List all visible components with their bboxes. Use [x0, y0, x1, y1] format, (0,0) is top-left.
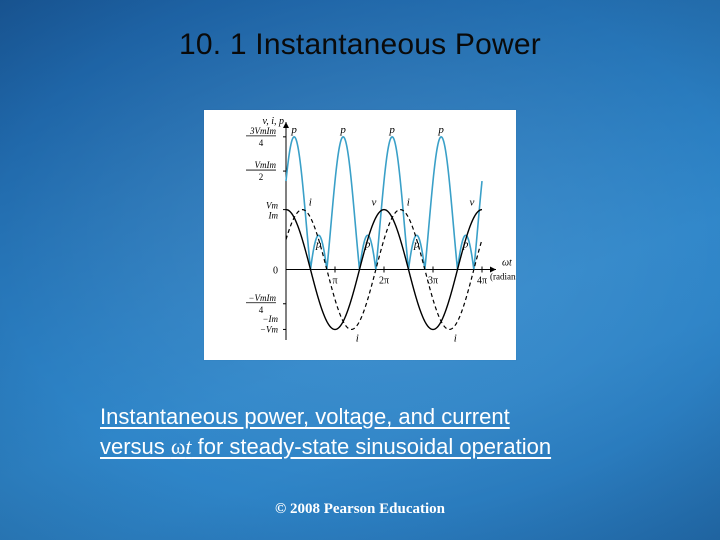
svg-text:p: p — [462, 238, 469, 250]
svg-text:2π: 2π — [379, 276, 389, 287]
figure-svg: π2π3π4π0ωt(radians)v, i, p3VmIm4VmIm2VmI… — [204, 110, 516, 360]
svg-text:p: p — [290, 124, 297, 136]
caption-line2-prefix: versus — [100, 434, 171, 459]
svg-text:ωt: ωt — [502, 258, 512, 269]
svg-text:3π: 3π — [428, 276, 438, 287]
svg-text:−Im: −Im — [262, 314, 278, 324]
svg-text:p: p — [339, 124, 346, 136]
svg-text:4: 4 — [259, 138, 264, 148]
svg-text:i: i — [309, 197, 312, 209]
svg-text:4π: 4π — [477, 276, 487, 287]
svg-text:2: 2 — [259, 172, 264, 182]
svg-text:π: π — [332, 276, 337, 287]
svg-text:p: p — [364, 238, 371, 250]
svg-text:0: 0 — [273, 266, 278, 277]
svg-text:p: p — [315, 238, 322, 250]
copyright-text: © 2008 Pearson Education — [0, 501, 720, 518]
caption-line1: Instantaneous power, voltage, and curren… — [100, 404, 510, 429]
figure-box: π2π3π4π0ωt(radians)v, i, p3VmIm4VmIm2VmI… — [204, 110, 516, 360]
svg-text:p: p — [413, 238, 420, 250]
svg-text:v: v — [470, 197, 475, 209]
caption-omega: ω — [171, 434, 185, 459]
svg-text:p: p — [388, 124, 395, 136]
caption-line2-suffix: for steady-state sinusoidal operation — [192, 434, 552, 459]
svg-text:i: i — [454, 332, 457, 344]
svg-text:Vm: Vm — [266, 201, 278, 211]
slide-root: 10. 1 Instantaneous Power π 2π 3π 4π 0 ωt (rad… — [0, 0, 720, 540]
slide-title: 10. 1 Instantaneous Power — [0, 28, 720, 62]
svg-text:Im: Im — [268, 211, 279, 221]
svg-text:i: i — [407, 197, 410, 209]
svg-text:v: v — [372, 197, 377, 209]
svg-text:−VmIm: −VmIm — [248, 293, 276, 303]
svg-text:i: i — [356, 332, 359, 344]
svg-text:−Vm: −Vm — [260, 324, 279, 334]
svg-text:(radians): (radians) — [490, 272, 516, 282]
svg-text:p: p — [437, 124, 444, 136]
caption-text: Instantaneous power, voltage, and curren… — [100, 402, 551, 461]
svg-text:VmIm: VmIm — [255, 160, 277, 170]
svg-text:3VmIm: 3VmIm — [249, 126, 276, 136]
